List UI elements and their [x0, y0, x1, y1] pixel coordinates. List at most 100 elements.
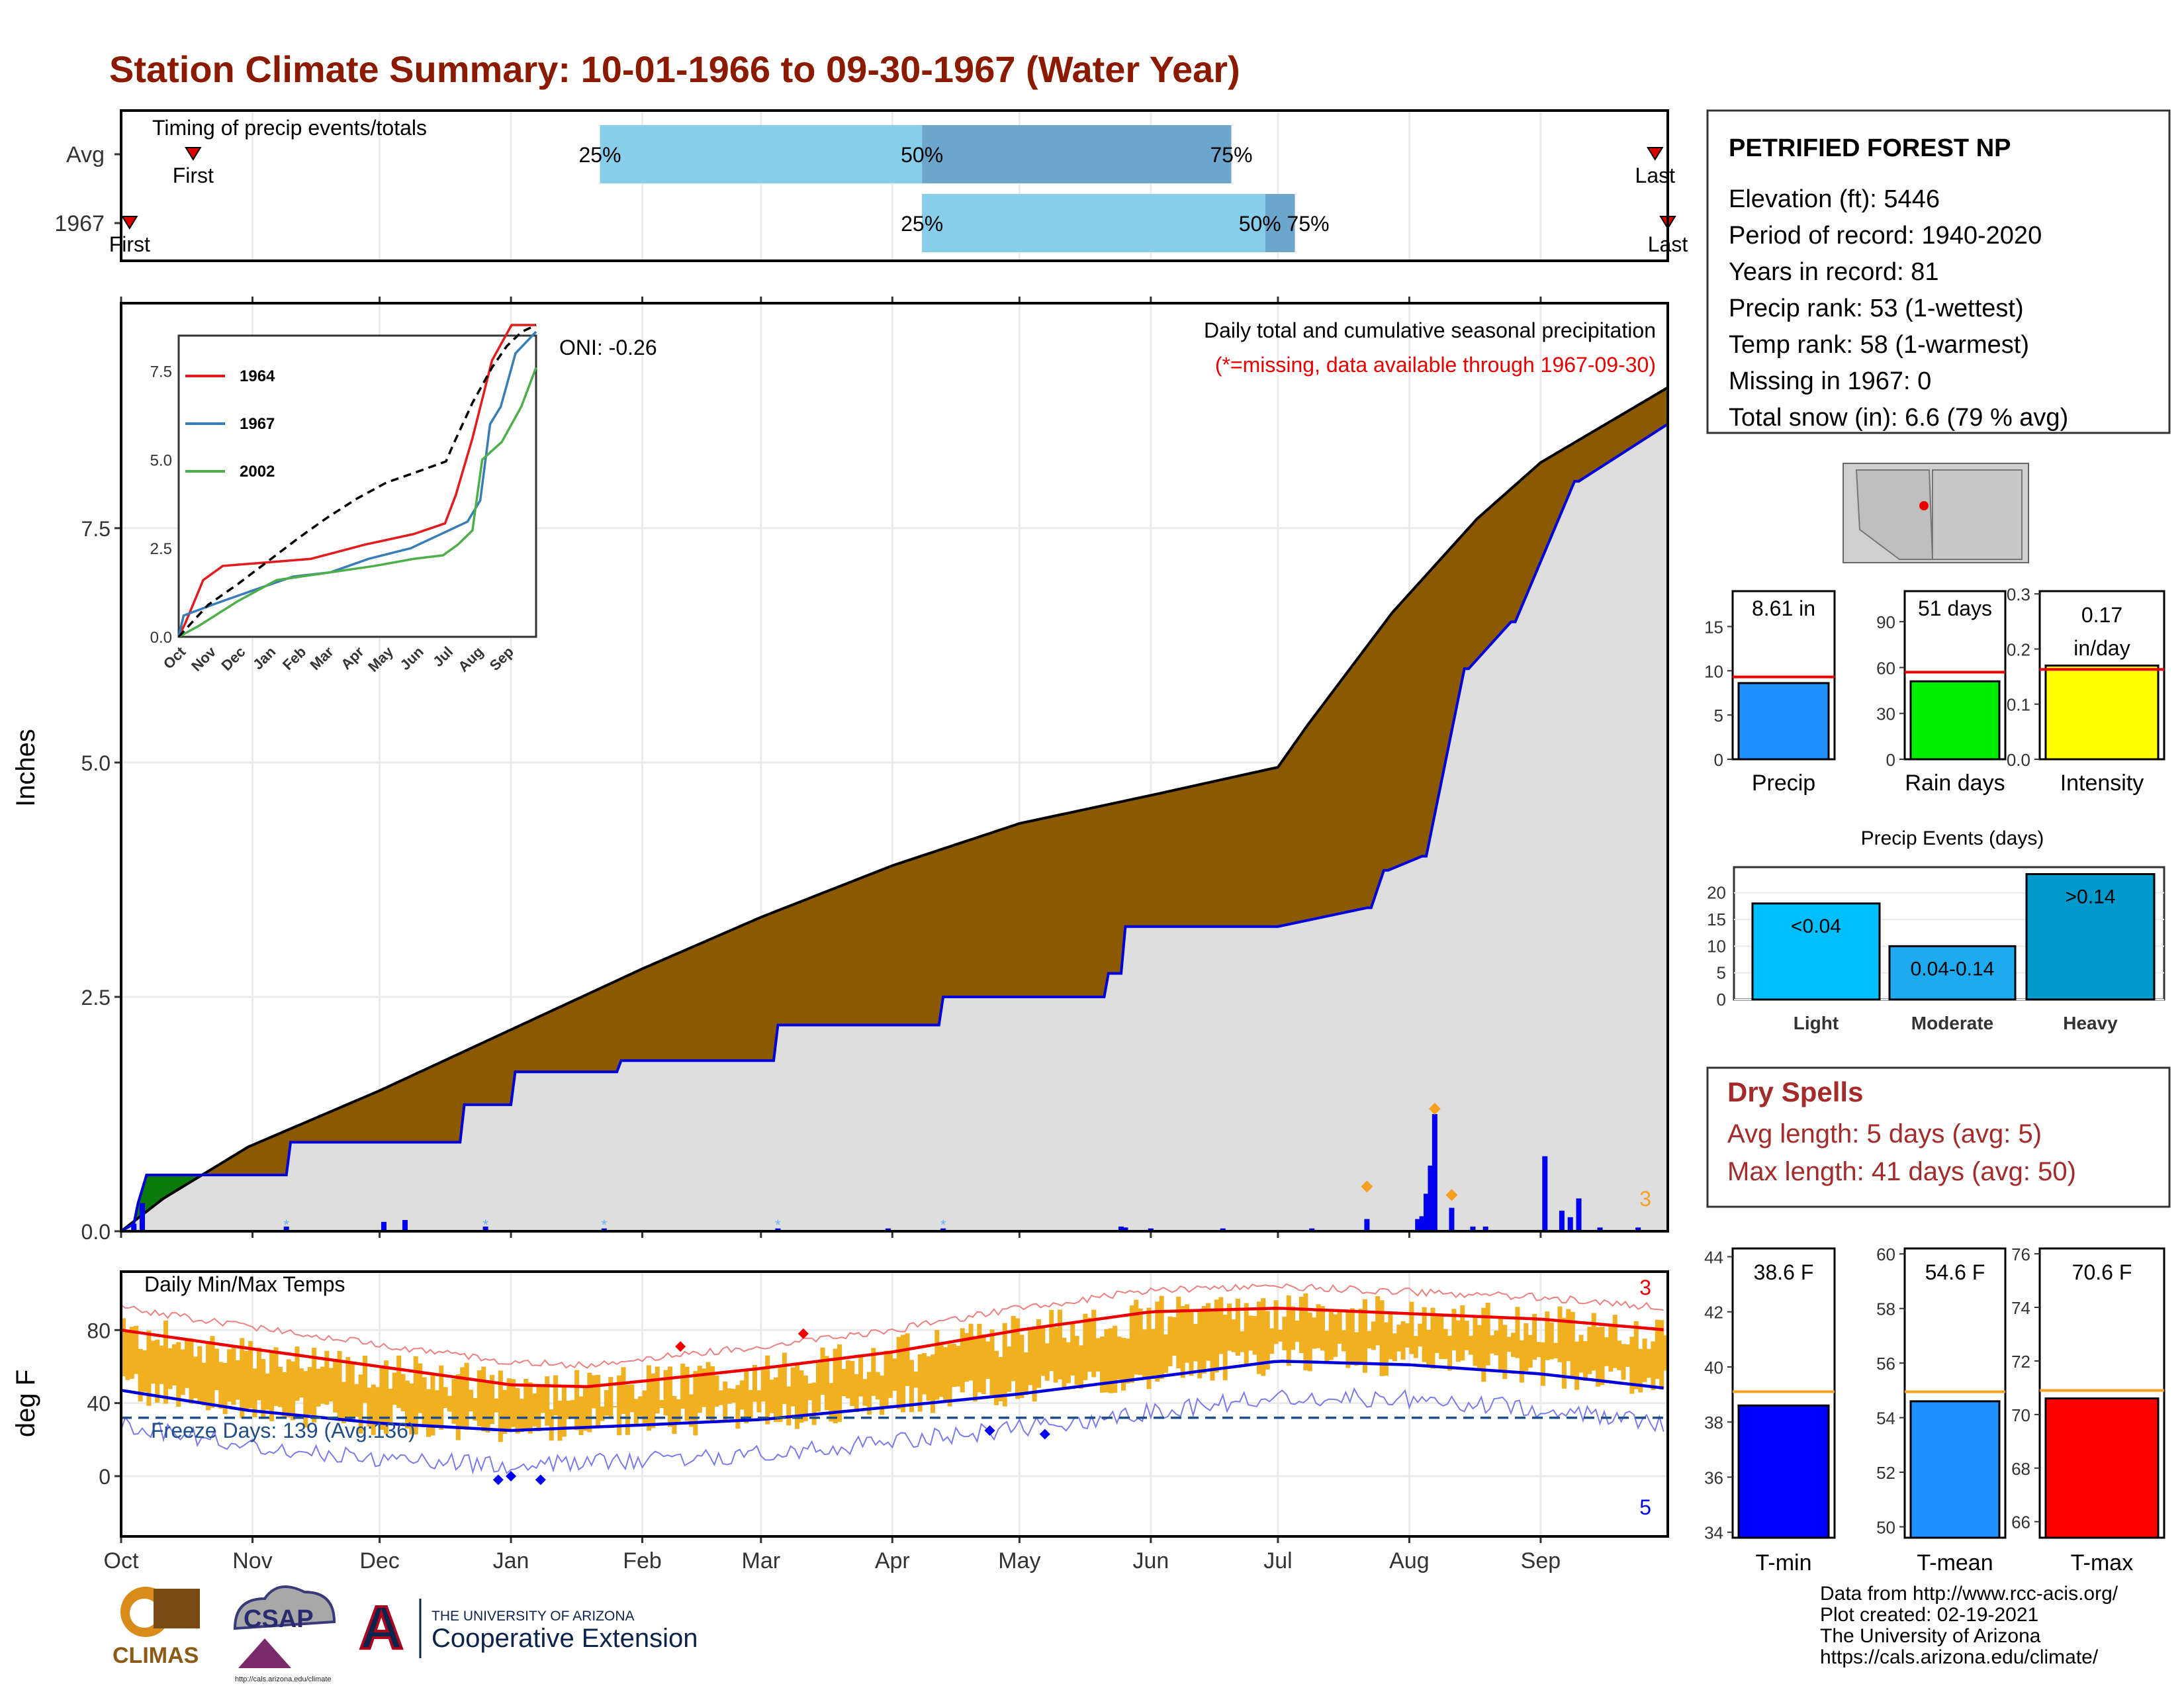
daily-precip-bar: [1576, 1198, 1582, 1231]
last-event-label: Last: [1635, 164, 1676, 187]
daily-temp-bar: [129, 1327, 134, 1379]
mini-bar-label: Intensity: [2060, 771, 2144, 796]
snow-marker: *: [482, 1217, 488, 1233]
daily-temp-bar: [367, 1387, 372, 1427]
csap-url: http://cals.arizona.edu/climate: [235, 1675, 332, 1683]
daily-temp-bar: [956, 1346, 961, 1387]
daily-temp-bar: [1079, 1345, 1084, 1389]
arizona-shape: [1855, 469, 1934, 560]
precip-ylabel: Inches: [11, 729, 40, 807]
mini-bar-value-label: in/day: [2073, 636, 2130, 660]
daily-temp-bar: [1113, 1325, 1118, 1393]
station-info-line: Period of record: 1940-2020: [1729, 222, 2042, 250]
daily-precip-bar: [775, 1228, 781, 1231]
daily-temp-bar: [345, 1356, 351, 1419]
daily-precip-bar: [1364, 1219, 1370, 1231]
daily-temp-bar: [392, 1372, 397, 1405]
last-event-marker: [1647, 147, 1664, 161]
daily-temp-bar: [1053, 1327, 1058, 1383]
daily-temp-bar: [1159, 1295, 1164, 1380]
events-tick-label: 5: [1717, 963, 1726, 983]
daily-temp-bar: [413, 1356, 418, 1434]
daily-temp-bar: [591, 1375, 596, 1409]
events-tick-label: 15: [1707, 910, 1726, 929]
daily-precip-bar: [1635, 1227, 1641, 1231]
temp-bar-tick-label: 50: [1876, 1518, 1895, 1538]
temp-bar-value-label: 38.6 F: [1754, 1260, 1814, 1284]
daily-precip-bar: [381, 1221, 387, 1231]
month-axis-label: Jan: [493, 1548, 529, 1573]
daily-precip-bar: [601, 1228, 607, 1231]
daily-temp-bar: [1358, 1308, 1363, 1362]
daily-temp-bar: [1142, 1329, 1148, 1380]
daily-temp-bar: [1485, 1302, 1490, 1366]
daily-temp-bar: [612, 1406, 617, 1408]
snow-marker: *: [283, 1217, 289, 1233]
ua-extension-text: Cooperative Extension: [432, 1624, 698, 1653]
daily-temp-bar: [1578, 1335, 1584, 1373]
daily-temp-bar: [193, 1356, 198, 1399]
event-bar: [1751, 902, 1881, 1001]
daily-temp-bar: [1604, 1337, 1609, 1366]
extreme-precip-marker: [1445, 1189, 1458, 1201]
snow-marker: *: [775, 1217, 781, 1233]
daily-temp-bar: [320, 1366, 325, 1404]
daily-temp-bar: [240, 1338, 245, 1419]
daily-temp-bar: [811, 1382, 817, 1425]
daily-temp-bar: [1286, 1295, 1291, 1366]
daily-temp-bar: [705, 1362, 711, 1420]
record-low-marker: [535, 1474, 546, 1485]
daily-temp-bar: [951, 1344, 956, 1387]
daily-temp-bar: [1633, 1321, 1639, 1389]
daily-temp-bar: [1193, 1324, 1198, 1362]
daily-temp-bar: [515, 1388, 520, 1434]
daily-temp-bar: [231, 1346, 236, 1405]
daily-temp-bar: [926, 1356, 931, 1401]
mini-bar-tick-label: 90: [1876, 612, 1895, 632]
daily-temp-bar: [1116, 1336, 1122, 1380]
daily-temp-bar: [1464, 1321, 1469, 1350]
station-info-line: Elevation (ft): 5446: [1729, 185, 1940, 213]
daily-temp-bar: [1108, 1328, 1113, 1393]
temp-bar-value-label: 70.6 F: [2072, 1260, 2132, 1284]
temp-bar-tick-label: 38: [1704, 1413, 1723, 1432]
daily-temp-bar: [1261, 1298, 1266, 1376]
daily-temp-bar: [1333, 1314, 1338, 1357]
avg-tmin-line: [120, 1360, 1664, 1432]
daily-temp-bar: [574, 1370, 580, 1430]
daily-precip-bar: [1432, 1113, 1437, 1231]
daily-temp-bar: [774, 1377, 779, 1423]
timing-bar-50-75: [922, 125, 1232, 183]
daily-temp-bar: [1244, 1303, 1249, 1366]
first-event-label: First: [173, 164, 214, 187]
daily-temp-bar: [1400, 1321, 1406, 1360]
daily-temp-bar: [316, 1368, 321, 1407]
daily-temp-bar: [896, 1336, 901, 1409]
daily-temp-bar: [527, 1382, 533, 1434]
record-tmax-line: [120, 1283, 1664, 1369]
temp-bar-label: T-max: [2071, 1550, 2133, 1575]
daily-temp-bar: [1058, 1309, 1063, 1380]
daily-temp-bar: [1316, 1304, 1321, 1348]
daily-temp-bar: [1490, 1335, 1495, 1354]
avg-tmax-line: [120, 1307, 1664, 1389]
timing-panel-title: Timing of precip events/totals: [152, 116, 427, 140]
daily-temp-bar: [786, 1386, 792, 1426]
daily-temp-bar: [155, 1339, 160, 1403]
daily-temp-bar: [845, 1360, 850, 1399]
daily-temp-bar: [723, 1382, 728, 1423]
daily-temp-bar: [1222, 1314, 1228, 1381]
inset-series-line: [178, 367, 537, 638]
inset-ytick-label: 2.5: [150, 540, 172, 558]
daily-temp-bar: [977, 1323, 982, 1393]
daily-temp-bar: [150, 1340, 156, 1384]
daily-temp-bar: [905, 1333, 910, 1386]
temp-bar-tick-label: 40: [1704, 1358, 1723, 1378]
mini-bar-value-label: 8.61 in: [1752, 596, 1815, 620]
daily-temp-bar: [201, 1362, 206, 1406]
temp-bar-tick-label: 34: [1704, 1523, 1723, 1543]
daily-temp-bar: [833, 1348, 838, 1424]
daily-temp-bar: [549, 1409, 554, 1441]
inset-panel: [177, 334, 537, 638]
precip-panel-border: [120, 302, 1669, 1233]
